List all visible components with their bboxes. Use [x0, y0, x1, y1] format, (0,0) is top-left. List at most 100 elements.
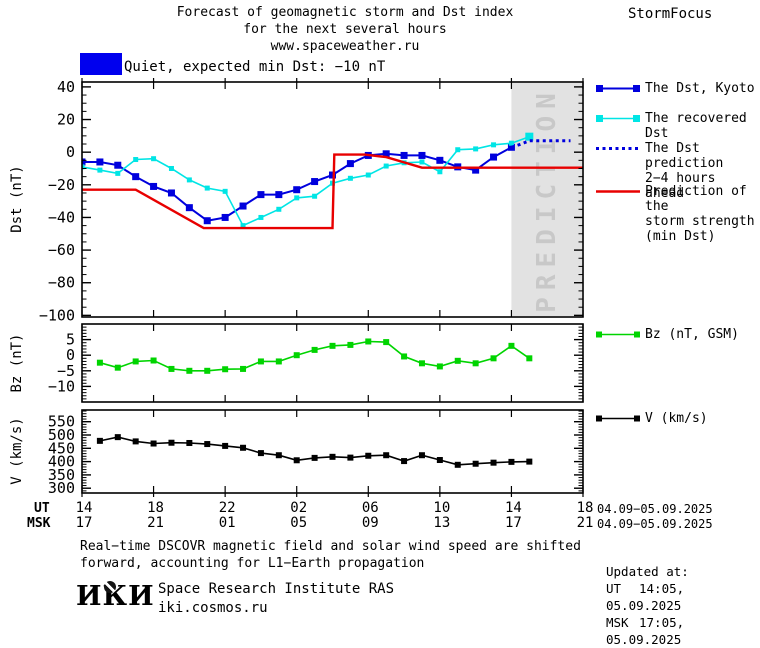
xtick-label: 18 — [147, 500, 164, 516]
series-bz — [99, 340, 530, 372]
marker-bz — [508, 342, 515, 349]
marker-v — [293, 457, 300, 464]
xtick-label: 06 — [361, 500, 379, 516]
marker-dst_kyoto — [436, 156, 444, 164]
brand-label: StormFocus — [628, 6, 713, 22]
xtick-label: 02 — [290, 500, 308, 516]
marker-recovered — [455, 147, 461, 153]
marker-recovered — [294, 195, 300, 201]
marker-bz — [204, 367, 211, 374]
marker-v — [257, 450, 264, 457]
marker-recovered — [419, 159, 425, 165]
ytick-label: 20 — [57, 111, 75, 129]
panel-bz: 50−5−10 — [48, 323, 584, 403]
marker-recovered — [168, 165, 174, 171]
marker-dst_kyoto — [490, 153, 498, 161]
updated-ut-row: UT 14:05, 05.09.2025 — [606, 580, 760, 614]
recovered-line-sample — [596, 115, 640, 122]
prediction-zone-label: PREDICTION — [532, 86, 562, 313]
legend-storm-line1: Prediction of the — [645, 184, 747, 214]
ut-axis-label: UT — [34, 501, 50, 516]
legend-prediction: The Dst prediction 2−4 hours ahead — [594, 141, 760, 201]
marker-recovered — [347, 175, 353, 181]
marker-recovered — [204, 185, 210, 191]
marker-dst_kyoto — [257, 191, 265, 199]
ytick-label: 0 — [66, 346, 75, 364]
marker-recovered — [508, 140, 514, 146]
marker-bz — [222, 366, 229, 373]
marker-v — [96, 437, 103, 444]
marker-recovered — [258, 214, 264, 220]
ytick-label: 300 — [48, 479, 75, 497]
marker-bz — [132, 358, 139, 365]
xtick-label: 22 — [218, 500, 236, 516]
marker-bz — [240, 365, 247, 372]
marker-recovered — [383, 163, 389, 169]
prediction-dotted-sample — [596, 147, 640, 150]
marker-recovered — [473, 146, 479, 152]
legend-recovered: The recovered Dst — [594, 111, 760, 141]
legend-bz: Bz (nT, GSM) — [594, 327, 739, 342]
updated-msk-row: MSK 17:05, 05.09.2025 — [606, 614, 760, 648]
marker-v — [365, 452, 372, 459]
ytick-label: 550 — [48, 413, 75, 431]
ytick-label: 500 — [48, 426, 75, 444]
marker-v — [526, 458, 533, 465]
marker-recovered — [525, 132, 534, 141]
marker-dst_kyoto — [203, 217, 211, 225]
xtick-label: 09 — [361, 515, 379, 531]
marker-dst_kyoto — [82, 158, 86, 166]
legend-bz-label: Bz (nT, GSM) — [645, 327, 739, 342]
x-axis-ut-row: UT 04.09−05.09.2025 14 18 22 02 06 10 14 18 — [0, 500, 760, 516]
ytick-label: −20 — [48, 176, 75, 194]
marker-bz — [257, 358, 264, 365]
ytick-label: 400 — [48, 453, 75, 471]
legend-storm-line2: storm strength — [645, 214, 755, 229]
ytick-label: 0 — [66, 143, 75, 161]
marker-dst_kyoto — [185, 204, 193, 212]
marker-v — [508, 458, 515, 465]
chart-canvas: PREDICTION40200−20−40−60−80−10050−5−1055… — [39, 78, 584, 497]
marker-bz — [490, 355, 497, 362]
marker-bz — [472, 360, 479, 367]
legend-prediction-line2: 2−4 hours ahead — [645, 171, 716, 201]
panel-frame — [81, 323, 584, 403]
marker-v — [383, 452, 390, 459]
marker-v — [275, 452, 282, 459]
marker-bz — [365, 338, 372, 345]
marker-v — [436, 457, 443, 464]
msk-date-range: 04.09−05.09.2025 — [597, 517, 713, 531]
panel-dst: PREDICTION 40 20 0 −20 −40 −60 −80 −100 — [39, 78, 584, 324]
legend-dst-kyoto-label: The Dst, Kyoto — [645, 81, 755, 96]
marker-bz — [168, 365, 175, 372]
marker-dst_kyoto — [293, 186, 301, 194]
title-url: www.spaceweather.ru — [270, 39, 420, 54]
marker-dst_kyoto — [114, 161, 122, 169]
ut-date-range: 04.09−05.09.2025 — [597, 502, 713, 516]
quiet-status-swatch — [80, 53, 122, 75]
marker-bz — [401, 353, 408, 360]
legend-prediction-line1: The Dst prediction — [645, 141, 724, 171]
title-line-1: Forecast of geomagnetic storm and Dst in… — [176, 5, 514, 20]
xtick-label: 13 — [433, 515, 451, 531]
xtick-label: 10 — [433, 500, 451, 516]
xtick-label: 21 — [147, 515, 164, 531]
marker-recovered — [115, 170, 121, 176]
marker-bz — [114, 364, 121, 371]
legend-recovered-label: The recovered Dst — [645, 111, 747, 141]
xtick-label: 17 — [504, 515, 522, 531]
ytick-label: −40 — [48, 208, 75, 226]
footer-note-line2: forward, accounting for L1−Earth propaga… — [80, 555, 425, 571]
footer-note-line1: Real−time DSCOVR magnetic field and sola… — [80, 539, 581, 554]
ytick-label: 350 — [48, 466, 75, 484]
page-title: Forecast of geomagnetic storm and Dst in… — [0, 4, 690, 55]
updated-block: Updated at: UT 14:05, 05.09.2025 MSK 17:05… — [606, 563, 760, 648]
legend-storm-labels: Prediction of the storm strength (min Ds… — [645, 184, 760, 244]
marker-v — [240, 444, 247, 451]
marker-v — [472, 460, 479, 467]
panel-frame — [81, 409, 584, 494]
updated-label: Updated at: — [606, 564, 689, 579]
panel-frame — [81, 81, 584, 318]
storm-line-sample — [596, 190, 640, 193]
